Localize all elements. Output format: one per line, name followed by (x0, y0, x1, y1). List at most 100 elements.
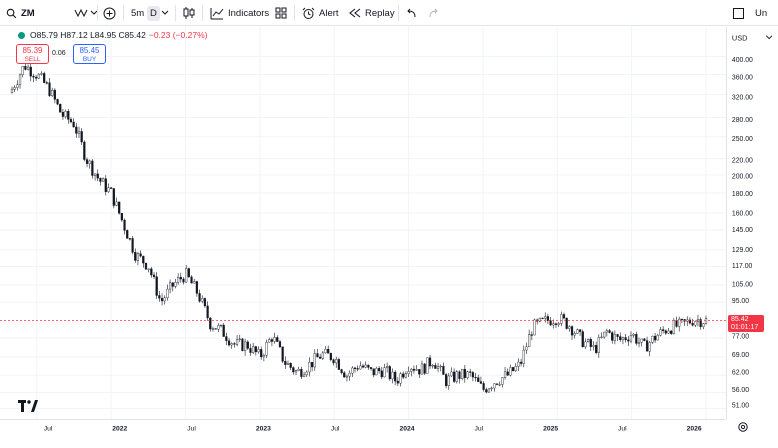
candle (104, 175, 107, 196)
candle (479, 376, 483, 384)
candle (201, 295, 204, 304)
candle (18, 73, 22, 89)
candle (203, 297, 207, 308)
candle (214, 328, 217, 330)
add-symbol-button[interactable] (103, 0, 116, 26)
candle (168, 279, 172, 294)
chevron-down-icon (161, 10, 169, 15)
interval-dropdown[interactable] (161, 0, 169, 26)
tradingview-logo-icon (18, 400, 38, 412)
candle (637, 337, 641, 348)
candle (69, 117, 73, 124)
candle (10, 86, 14, 94)
symbol-search[interactable]: ZM (6, 0, 35, 26)
price-tick-label: 95.00 (732, 298, 749, 305)
candle (48, 78, 51, 98)
redo-icon (429, 8, 438, 18)
candle (659, 327, 662, 337)
tradingview-logo[interactable] (18, 399, 38, 417)
candle (225, 332, 228, 346)
checkbox-icon (733, 7, 744, 19)
candle (327, 345, 330, 354)
candle (118, 201, 121, 215)
unnamed-layout-button[interactable]: Un (733, 0, 767, 26)
candle (83, 140, 86, 162)
undo-button[interactable] (406, 0, 417, 26)
candle (311, 361, 314, 372)
candle (254, 345, 257, 356)
candle (335, 356, 338, 368)
candle (514, 363, 517, 372)
candle (377, 366, 381, 374)
candle (217, 323, 220, 333)
candle (88, 159, 91, 169)
current-price-label: 85.42 01:01:17 (728, 315, 764, 332)
candle (509, 364, 512, 377)
candle (423, 363, 426, 375)
bar-type-button[interactable] (183, 0, 195, 26)
candle (351, 366, 354, 377)
candle (284, 356, 287, 369)
time-tick-label: 2023 (256, 426, 271, 433)
replay-button[interactable]: Replay (349, 0, 395, 26)
candle (252, 342, 255, 355)
candle (587, 338, 590, 343)
chart-settings-button[interactable] (737, 420, 749, 438)
candle (53, 88, 56, 104)
chart-grid (0, 27, 726, 419)
chart-style-button[interactable]: D (147, 0, 160, 26)
candle (656, 333, 659, 341)
buy-button[interactable]: 85.45 BUY (73, 44, 106, 64)
candle (37, 73, 40, 80)
candle (321, 350, 324, 360)
price-chart[interactable] (0, 27, 726, 419)
interval-button[interactable]: 5m (131, 0, 144, 26)
gear-icon (738, 422, 748, 432)
candle (241, 337, 244, 352)
chevron-down-icon (765, 35, 773, 40)
candle (219, 324, 223, 328)
candle (461, 368, 464, 381)
candle (643, 338, 646, 342)
ohlc-legend: O85.79 H87.12 L84.95 C85.42 −0.23 (−0.27… (18, 30, 207, 40)
candle (498, 381, 501, 387)
candle (43, 71, 46, 84)
candle (541, 317, 544, 320)
candle (40, 71, 43, 76)
price-tick-label: 62.00 (732, 370, 749, 377)
price-tick-label: 160.00 (732, 211, 753, 218)
layouts-button[interactable] (275, 0, 287, 26)
candle (667, 327, 670, 334)
candle (552, 319, 555, 329)
candle (402, 371, 405, 380)
sell-button[interactable]: 85.39 SELL (16, 44, 49, 64)
candle (608, 329, 611, 334)
compare-symbol-button[interactable] (74, 0, 98, 26)
toolbar-divider (398, 5, 399, 21)
candle (611, 331, 614, 344)
indicators-button[interactable]: Indicators (210, 0, 269, 26)
candle (511, 367, 515, 372)
candle (134, 248, 137, 263)
candle (530, 331, 533, 341)
time-tick-label: 2025 (543, 426, 558, 433)
candle (56, 98, 59, 106)
candle (442, 362, 445, 375)
candle (297, 366, 300, 372)
redo-button[interactable] (428, 0, 439, 26)
price-axis[interactable]: USD 400.00 360.00 320.00 280.00 250.00 220.00… (726, 27, 778, 419)
toolbar-divider (202, 5, 203, 21)
candle (244, 338, 247, 356)
price-tick-label: 200.00 (732, 173, 753, 180)
candle (102, 177, 105, 182)
candle (485, 387, 488, 394)
candle (136, 251, 140, 266)
candle (230, 342, 233, 349)
alert-button[interactable]: Alert (302, 0, 339, 26)
time-axis[interactable]: Jul 2022 Jul 2023 Jul 2024 Jul 2025 Jul 2026 (0, 419, 726, 448)
candle (444, 372, 448, 389)
candle (501, 377, 504, 388)
candle (166, 284, 169, 301)
candle (278, 339, 282, 349)
candle (595, 341, 598, 355)
